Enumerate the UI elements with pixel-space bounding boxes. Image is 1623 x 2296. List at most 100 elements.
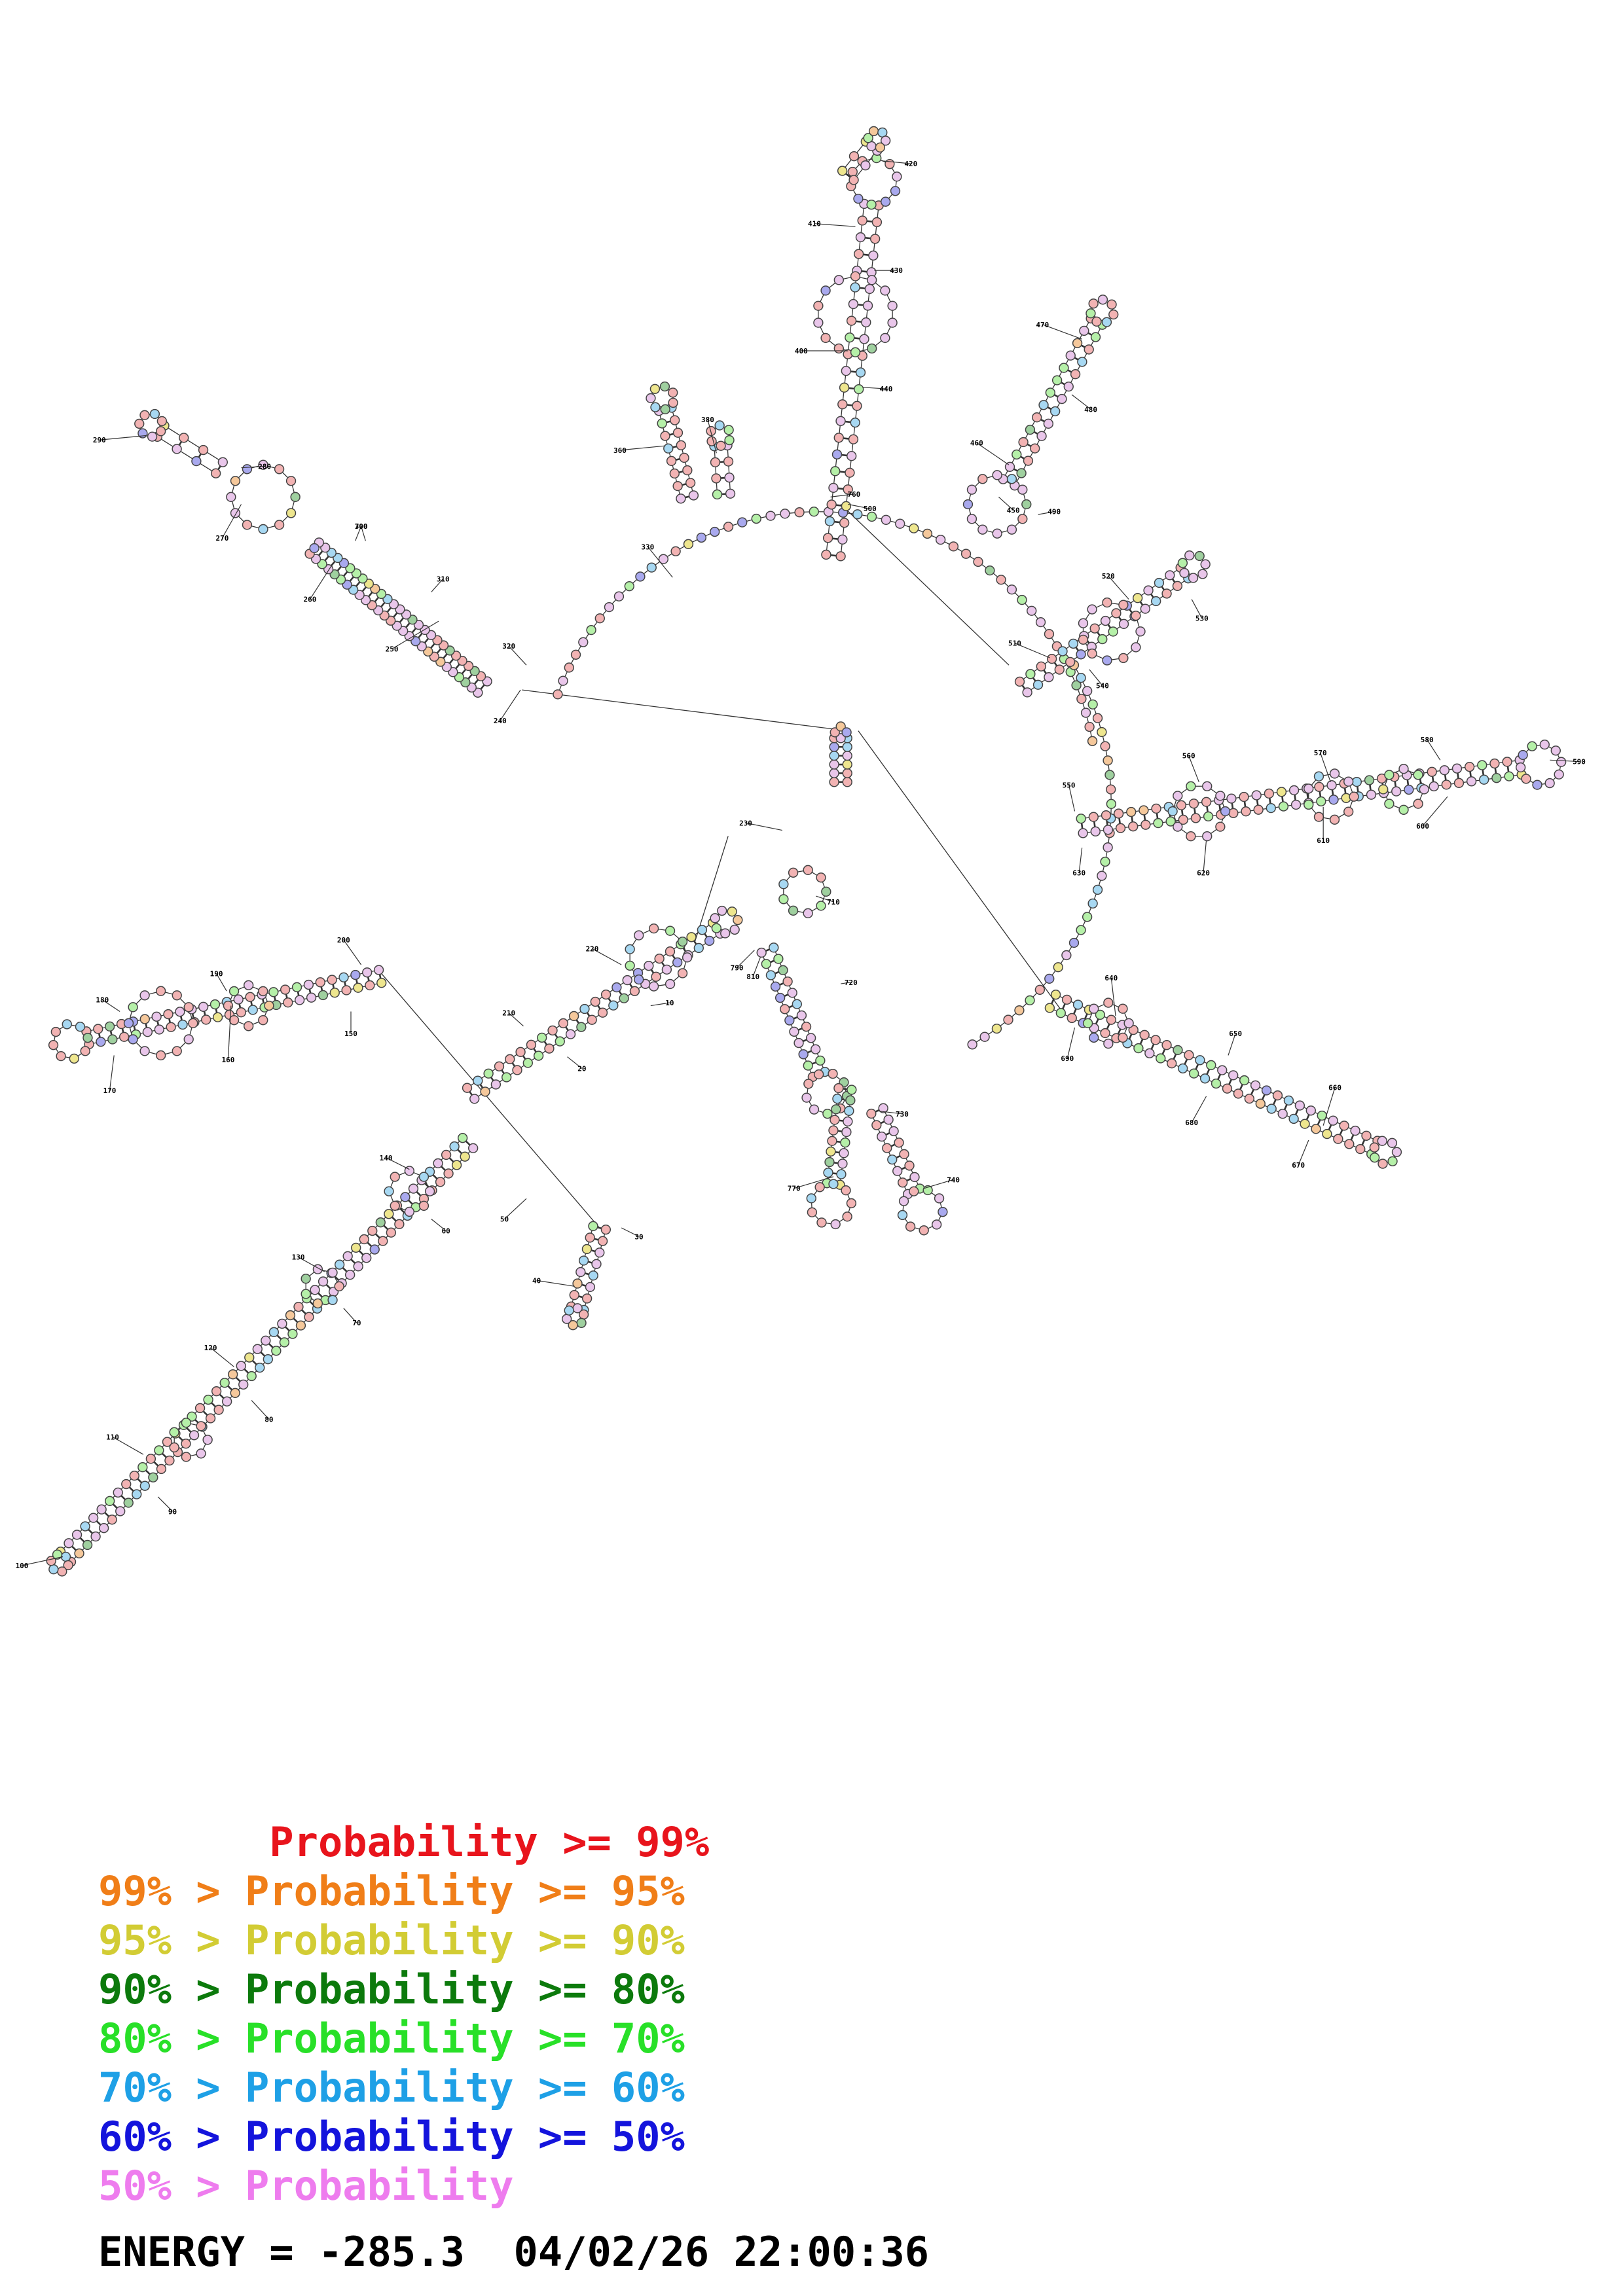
- nucleotide: [585, 1282, 596, 1293]
- nucleotide: [594, 1247, 605, 1258]
- nucleotide: [1088, 812, 1099, 822]
- nucleotide: [1329, 768, 1340, 779]
- nucleotide: [1288, 1113, 1299, 1124]
- nucleotide: [268, 1327, 280, 1338]
- nucleotide: [904, 1160, 915, 1171]
- nucleotide: [837, 1158, 848, 1169]
- position-label-180: 180: [96, 996, 109, 1005]
- nucleotide: [948, 541, 959, 552]
- nucleotide: [1451, 763, 1463, 774]
- nucleotide: [394, 1219, 405, 1230]
- nucleotide: [1106, 784, 1116, 795]
- nucleotide: [1057, 393, 1067, 404]
- label-leader: [109, 1055, 115, 1091]
- position-label-490: 490: [1048, 508, 1061, 516]
- nucleotide: [258, 459, 268, 470]
- nucleotide: [82, 1539, 93, 1551]
- nucleotide: [809, 507, 819, 517]
- nucleotide: [400, 1192, 410, 1202]
- nucleotide: [490, 1079, 501, 1090]
- nucleotide: [828, 482, 839, 493]
- nucleotide: [1156, 1053, 1166, 1064]
- nucleotide: [909, 1172, 920, 1183]
- label-leader: [1014, 643, 1050, 658]
- nucleotide: [798, 1049, 809, 1060]
- nucleotide: [826, 1146, 836, 1157]
- connector-line: [840, 504, 1010, 666]
- nucleotide: [460, 1151, 470, 1162]
- nucleotide: [1006, 584, 1017, 595]
- nucleotide: [245, 992, 255, 1002]
- nucleotide: [862, 300, 873, 311]
- position-label-680: 680: [1185, 1119, 1198, 1127]
- nucleotide: [837, 166, 848, 176]
- nucleotide: [788, 905, 799, 916]
- nucleotide: [723, 522, 734, 532]
- nucleotide: [1087, 648, 1097, 659]
- nucleotide: [291, 982, 302, 992]
- label-leader: [392, 620, 439, 650]
- nucleotide: [880, 285, 890, 296]
- nucleotide: [765, 970, 776, 980]
- nucleotide: [850, 347, 861, 357]
- nucleotide: [824, 1157, 835, 1168]
- nucleotide: [848, 298, 859, 310]
- nucleotide: [659, 381, 670, 392]
- nucleotide: [878, 1103, 888, 1113]
- label-leader: [309, 562, 334, 600]
- nucleotide: [1313, 771, 1324, 781]
- nucleotide: [1153, 817, 1163, 829]
- nucleotide: [867, 275, 877, 285]
- position-label-320: 320: [502, 642, 515, 651]
- nucleotide: [608, 1000, 619, 1011]
- nucleotide: [712, 489, 723, 500]
- nucleotide: [813, 300, 824, 311]
- nucleotide: [581, 1244, 593, 1255]
- nucleotide: [1151, 596, 1161, 607]
- nucleotide: [211, 468, 221, 478]
- nucleotide: [1014, 1005, 1025, 1016]
- nucleotide: [1215, 821, 1226, 832]
- nucleotide: [351, 1242, 361, 1253]
- nucleotide: [189, 1430, 200, 1441]
- nucleotide: [578, 637, 589, 647]
- nucleotide: [230, 1388, 240, 1398]
- nucleotide: [142, 1027, 153, 1037]
- nucleotide: [1101, 810, 1112, 821]
- nucleotide: [247, 1005, 258, 1015]
- nucleotide: [48, 1040, 59, 1050]
- nucleotide: [677, 968, 688, 978]
- nucleotide: [390, 1172, 400, 1182]
- nucleotide: [1161, 588, 1172, 599]
- nucleotide: [1016, 468, 1027, 478]
- nucleotide: [418, 1200, 429, 1211]
- position-label-630: 630: [1072, 869, 1085, 877]
- nucleotide: [1078, 828, 1088, 838]
- position-label-230: 230: [739, 819, 752, 827]
- nucleotide: [1076, 694, 1087, 704]
- label-leader: [848, 503, 870, 509]
- nucleotide: [139, 1014, 150, 1024]
- nucleotide: [1070, 369, 1081, 380]
- nucleotide: [880, 332, 890, 344]
- nucleotide: [1278, 801, 1289, 812]
- nucleotide: [1184, 550, 1195, 561]
- nucleotide: [384, 1186, 394, 1196]
- nucleotide: [697, 925, 708, 935]
- nucleotide: [882, 1143, 892, 1153]
- position-label-260: 260: [304, 596, 317, 604]
- nucleotide: [811, 1044, 821, 1054]
- nucleotide: [512, 1065, 522, 1075]
- nucleotide: [264, 1000, 274, 1011]
- nucleotide: [353, 982, 363, 993]
- position-label-360: 360: [613, 446, 627, 455]
- nucleotide: [670, 546, 681, 556]
- position-label-90: 90: [168, 1507, 177, 1516]
- nucleotide: [1384, 798, 1395, 809]
- nucleotide: [230, 476, 241, 486]
- nucleotide: [1139, 1030, 1150, 1040]
- nucleotide: [839, 518, 850, 528]
- nucleotide: [1080, 708, 1091, 718]
- nucleotide: [457, 1133, 468, 1143]
